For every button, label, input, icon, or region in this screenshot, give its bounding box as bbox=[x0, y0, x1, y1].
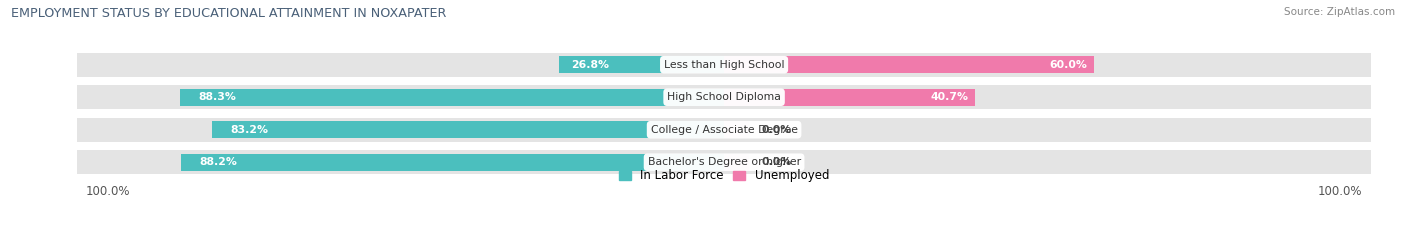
Legend: In Labor Force, Unemployed: In Labor Force, Unemployed bbox=[614, 164, 834, 187]
Text: 88.3%: 88.3% bbox=[198, 92, 236, 102]
Text: 40.7%: 40.7% bbox=[931, 92, 969, 102]
Text: Bachelor's Degree or higher: Bachelor's Degree or higher bbox=[648, 157, 800, 167]
Bar bbox=[724, 121, 749, 138]
Text: 0.0%: 0.0% bbox=[761, 157, 792, 167]
Bar bbox=[180, 89, 724, 106]
Bar bbox=[77, 117, 1371, 142]
Text: EMPLOYMENT STATUS BY EDUCATIONAL ATTAINMENT IN NOXAPATER: EMPLOYMENT STATUS BY EDUCATIONAL ATTAINM… bbox=[11, 7, 447, 20]
Bar bbox=[212, 121, 724, 138]
Text: 0.0%: 0.0% bbox=[761, 125, 792, 135]
Text: 60.0%: 60.0% bbox=[1050, 60, 1087, 70]
Text: 83.2%: 83.2% bbox=[231, 125, 269, 135]
Text: High School Diploma: High School Diploma bbox=[668, 92, 780, 102]
Text: 88.2%: 88.2% bbox=[200, 157, 238, 167]
Text: College / Associate Degree: College / Associate Degree bbox=[651, 125, 797, 135]
Text: 26.8%: 26.8% bbox=[571, 60, 609, 70]
Bar bbox=[724, 154, 749, 171]
Bar bbox=[560, 56, 724, 73]
Bar bbox=[724, 89, 974, 106]
Bar bbox=[77, 52, 1371, 77]
Text: Source: ZipAtlas.com: Source: ZipAtlas.com bbox=[1284, 7, 1395, 17]
Bar bbox=[724, 56, 1094, 73]
Bar bbox=[181, 154, 724, 171]
Bar bbox=[77, 150, 1371, 175]
Text: Less than High School: Less than High School bbox=[664, 60, 785, 70]
Bar bbox=[77, 85, 1371, 110]
